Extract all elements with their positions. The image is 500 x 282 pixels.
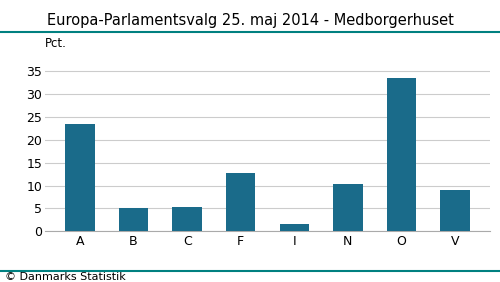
Bar: [386, 78, 416, 231]
Text: Europa-Parlamentsvalg 25. maj 2014 - Medborgerhuset: Europa-Parlamentsvalg 25. maj 2014 - Med…: [46, 13, 454, 28]
Text: Pct.: Pct.: [45, 37, 67, 50]
Bar: [226, 173, 256, 231]
Bar: [172, 206, 202, 231]
Bar: [119, 208, 148, 231]
Bar: [440, 190, 470, 231]
Bar: [65, 124, 94, 231]
Text: © Danmarks Statistik: © Danmarks Statistik: [5, 272, 126, 282]
Bar: [280, 224, 309, 231]
Bar: [333, 184, 362, 231]
